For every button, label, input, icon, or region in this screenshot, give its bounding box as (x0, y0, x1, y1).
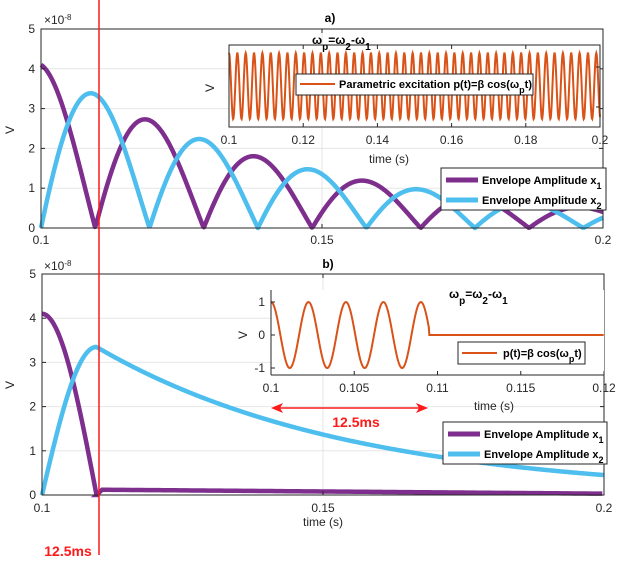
exponent-label: ×10-8 (44, 259, 72, 274)
subscript: 1 (502, 296, 508, 307)
subplot-title-b: b) (322, 257, 333, 271)
span-label: 12.5ms (332, 414, 380, 430)
x-tick-label: 0.115 (506, 381, 535, 395)
text-part: ω (312, 33, 322, 47)
legend-box (442, 421, 608, 465)
y-axis-label: V (3, 381, 17, 389)
y-tick-label: 4 (29, 311, 36, 325)
text-part: ω (449, 287, 459, 301)
arrow-head-left-icon (271, 403, 283, 413)
subplot-title-a: a) (325, 11, 336, 25)
marker-label: 12.5ms (44, 543, 92, 559)
series-x1-line (39, 62, 605, 231)
subscript: 2 (597, 201, 602, 211)
text-part: t) (525, 79, 533, 91)
y-tick-label: 5 (29, 267, 36, 281)
x-tick-label: 0.12 (592, 381, 616, 395)
y-tick-label: 2 (29, 400, 36, 414)
x-tick-label: 0.1 (33, 233, 50, 247)
subscript: 2 (482, 296, 488, 307)
series-x2-line (39, 344, 604, 496)
y-tick-label: 1 (29, 444, 36, 458)
parametric-excitation-line (270, 300, 604, 369)
subscript: 1 (599, 435, 604, 445)
y-tick-label: 4 (28, 62, 35, 76)
x-tick-label: 0.14 (366, 133, 390, 147)
subscript: p (519, 85, 525, 95)
series-x1-line (41, 311, 603, 498)
x-tick-label: 0.1 (34, 501, 51, 515)
text-part: cos(ω (484, 79, 519, 91)
text-part: =ω (465, 287, 482, 301)
text-part: Envelope Amplitude x (482, 175, 597, 187)
y-tick-label: 3 (29, 355, 36, 369)
legend-label: Envelope Amplitude x1 (482, 175, 602, 191)
text-part: -ω (488, 287, 502, 301)
y-tick-label: 0 (28, 221, 35, 235)
x-tick-label: 0.15 (310, 233, 334, 247)
text-part: β (477, 79, 484, 91)
text-part: β (527, 348, 534, 360)
x-axis-label: time (s) (303, 515, 343, 529)
legend-label: Envelope Amplitude x1 (484, 429, 604, 445)
x-tick-label: 0.11 (426, 381, 449, 395)
x-tick-label: 0.16 (440, 133, 464, 147)
legend-label: Envelope Amplitude x2 (482, 195, 602, 211)
x-tick-label: 0.12 (292, 133, 316, 147)
x-tick-label: 0.1 (221, 133, 238, 147)
text-part: Envelope Amplitude x (482, 195, 597, 207)
legend-label: Parametric excitation p(t)=β cos(ωpt) (339, 79, 532, 95)
y-tick-label: 1 (258, 295, 265, 309)
subscript: 1 (365, 42, 371, 53)
subscript: 2 (345, 42, 351, 53)
inset-title-a: ωp=ω2-ω1 (312, 33, 371, 53)
inset-legend-box (295, 73, 534, 96)
text-part: p(t)= (503, 348, 527, 360)
y-tick-label: 2 (28, 141, 35, 155)
x-tick-label: 0.2 (596, 501, 613, 515)
legend-box (440, 167, 607, 211)
x-tick-label: 0.2 (592, 133, 609, 147)
text-part: Parametric excitation p(t)= (339, 79, 477, 91)
y-tick-label: 0 (29, 488, 36, 502)
x-axis-label: time (s) (369, 152, 409, 166)
subscript: p (569, 354, 575, 364)
subscript: p (459, 296, 465, 307)
exponent: -8 (64, 13, 72, 22)
y-axis-label: V (236, 331, 250, 339)
legend-label: Envelope Amplitude x2 (484, 449, 604, 465)
exponent: -8 (64, 259, 72, 268)
text-part: =ω (328, 33, 345, 47)
subscript: 2 (599, 455, 604, 465)
a-inset-axes-frame (228, 44, 601, 128)
arrow-head-right-icon (416, 403, 428, 413)
text-part: -ω (351, 33, 365, 47)
x-axis-label: time (s) (474, 399, 514, 413)
subscript: 1 (597, 181, 602, 191)
y-tick-label: 5 (28, 22, 35, 36)
text-part: cos(ω (534, 348, 569, 360)
x-tick-label: 0.2 (595, 233, 612, 247)
inset-legend-box (457, 341, 586, 365)
y-tick-label: -1 (254, 361, 265, 375)
text-part: Envelope Amplitude x (484, 449, 599, 461)
inset-title-b: ωp=ω2-ω1 (449, 287, 508, 307)
legend-label: p(t)=β cos(ωpt) (503, 348, 582, 364)
y-tick-label: 0 (258, 328, 265, 342)
text-part: Envelope Amplitude x (484, 429, 599, 441)
exponent-label: ×10-8 (44, 13, 72, 28)
x-tick-label: 0.18 (514, 133, 538, 147)
y-tick-label: 1 (28, 181, 35, 195)
y-axis-label: V (203, 84, 217, 92)
y-tick-label: 3 (28, 102, 35, 116)
text-part: t) (574, 348, 582, 360)
subscript: p (322, 42, 328, 53)
x-tick-label: 0.1 (263, 381, 280, 395)
x-tick-label: 0.15 (311, 501, 335, 515)
x-tick-label: 0.105 (339, 381, 369, 395)
y-axis-label: V (3, 126, 17, 134)
